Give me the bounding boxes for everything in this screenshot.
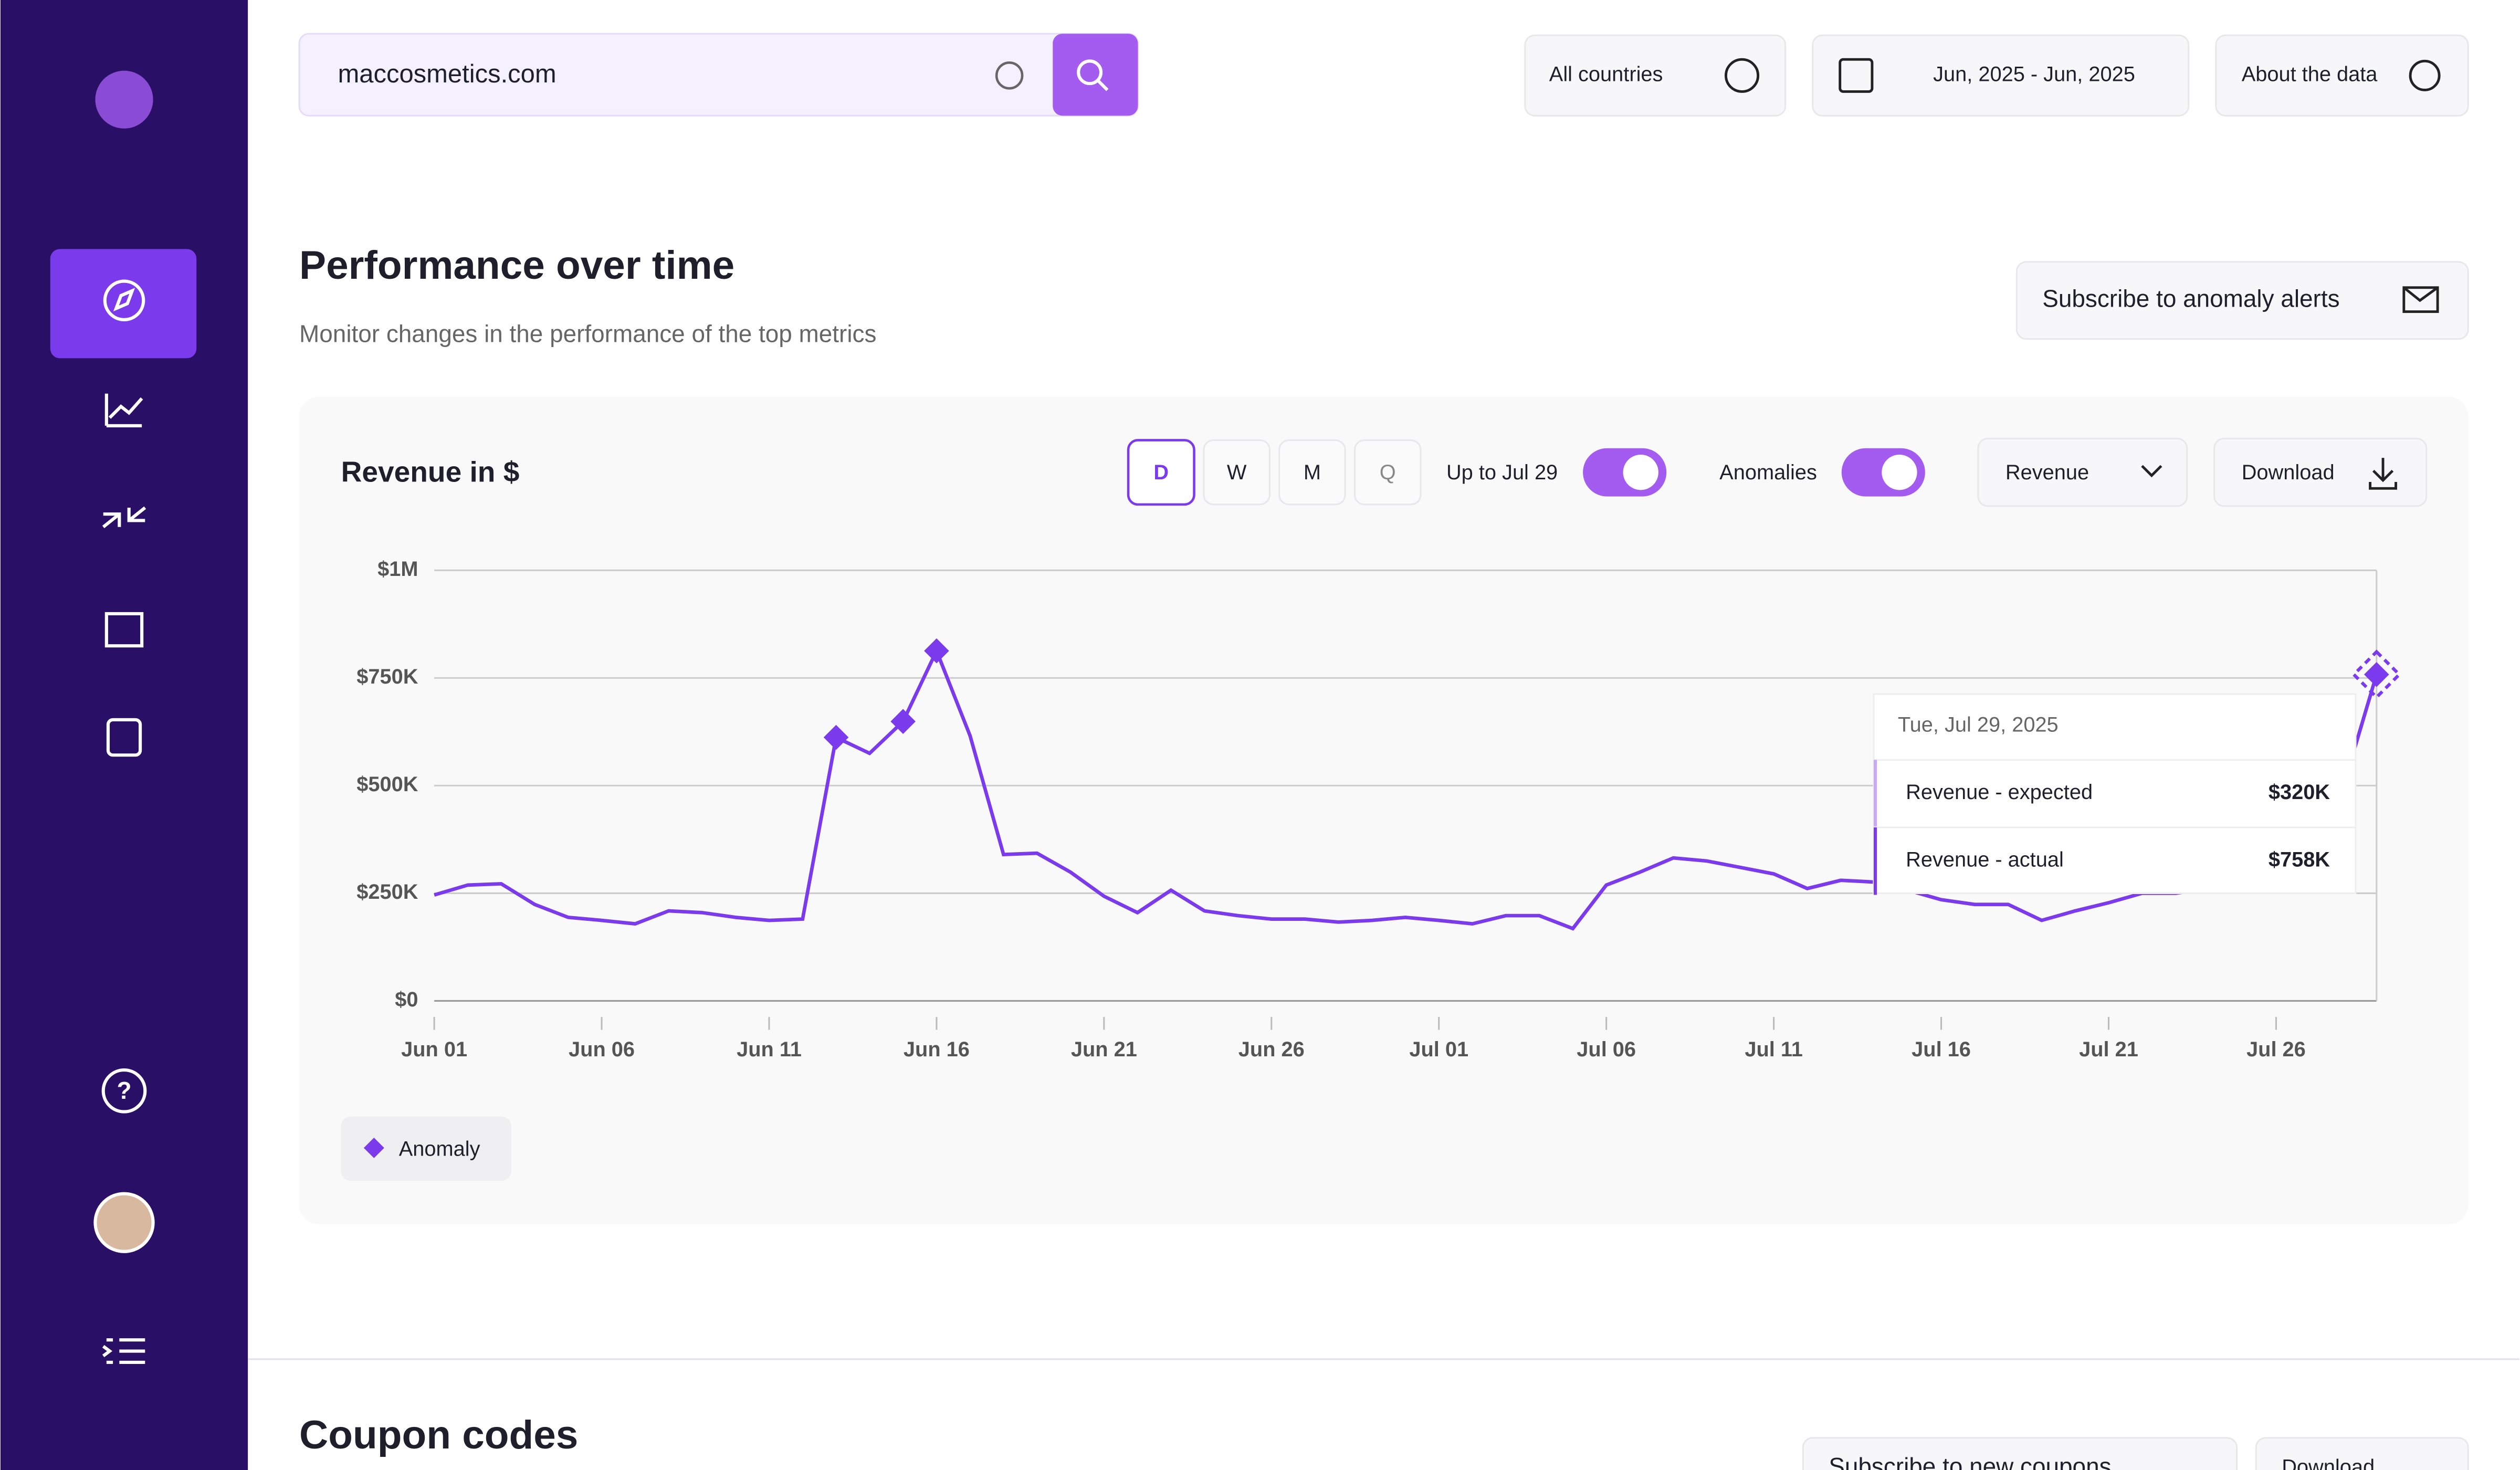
nav-products[interactable] <box>104 612 144 648</box>
section-title: Performance over time <box>299 243 734 288</box>
granularity-button[interactable] <box>1354 439 1422 506</box>
tooltip-row-value: $320K <box>2269 781 2330 804</box>
coupon-download-label: Download <box>2282 1455 2375 1470</box>
x-tick-label: Jun 21 <box>1071 1038 1137 1061</box>
x-tick-label: Jul 01 <box>1409 1038 1468 1061</box>
revenue-line <box>434 646 2379 931</box>
countries-label: All countries <box>1549 62 1663 86</box>
coupon-download-button[interactable] <box>2255 1437 2469 1470</box>
sidebar: ? <box>0 0 248 1470</box>
tooltip-row-label: Revenue - actual <box>1906 848 2064 872</box>
x-tick-label: Jun 11 <box>737 1038 802 1061</box>
y-tick-label: $0 <box>395 988 418 1011</box>
date-button[interactable] <box>1812 34 2190 117</box>
nav-compare[interactable] <box>102 506 146 529</box>
subscribe-button[interactable] <box>2015 261 2469 340</box>
countries-button[interactable] <box>1524 34 1787 117</box>
tooltip-title: Tue, Jul 29, 2025 <box>1898 713 2059 737</box>
legend <box>341 1116 511 1181</box>
tooltip-row-label: Revenue - expected <box>1906 781 2093 804</box>
chart-card <box>299 396 2469 1224</box>
anomaly-marker <box>924 638 949 664</box>
granularity-label: M <box>1304 461 1321 484</box>
anomalies-label: Anomalies <box>1719 461 1817 484</box>
x-tick-label: Jul 06 <box>1577 1038 1636 1061</box>
y-tick-label: $500K <box>356 773 418 796</box>
granularity-button[interactable] <box>1278 439 1346 506</box>
x-tick-label: Jul 26 <box>2246 1038 2306 1061</box>
metric-select[interactable] <box>1977 437 2188 507</box>
granularity-button[interactable] <box>1127 439 1195 506</box>
nav-collapse[interactable] <box>102 1338 145 1364</box>
coupon-subscribe-button[interactable] <box>1802 1437 2238 1470</box>
x-tick-label: Jun 01 <box>401 1038 467 1061</box>
anomaly-marker <box>890 709 916 734</box>
x-tick-label: Jul 11 <box>1745 1038 1803 1061</box>
tooltip: Tue, Jul 29, 2025 Revenue - expected $320K… <box>1873 693 2357 895</box>
granularity-label: D <box>1153 461 1169 484</box>
granularity-button[interactable] <box>1203 439 1270 506</box>
y-tick-label: $1M <box>377 558 418 581</box>
plot: $0 $250K $500K $750K $1M Jun 01 Jun 06 Jun 11 Ju… <box>356 558 2402 1061</box>
y-tick-label: $750K <box>356 665 418 688</box>
avatar[interactable] <box>93 1192 155 1253</box>
nav-reports[interactable] <box>106 718 142 757</box>
svg-text:?: ? <box>117 1077 131 1104</box>
search-button[interactable] <box>1053 34 1138 116</box>
legend-label: Anomaly <box>399 1138 480 1161</box>
x-tick-label: Jun 26 <box>1238 1038 1305 1061</box>
up-to-label: Up to Jul 29 <box>1446 461 1558 484</box>
metric-label: Revenue <box>2006 461 2089 484</box>
date-range: Jun, 2025 - Jun, 2025 <box>1933 62 2135 86</box>
anomaly-marker <box>2364 662 2389 687</box>
x-tick-label: Jul 16 <box>1912 1038 1971 1061</box>
x-tick-label: Jun 16 <box>904 1038 970 1061</box>
tooltip-row-value: $758K <box>2269 848 2330 872</box>
nav-trends[interactable] <box>104 393 143 427</box>
section-subtitle: Monitor changes in the performance of th… <box>299 320 876 348</box>
coupon-subscribe-label: Subscribe to new coupons <box>1829 1453 2111 1470</box>
search-query: maccosmetics.com <box>338 60 556 88</box>
search: maccosmetics.com <box>298 33 1139 117</box>
about-button[interactable] <box>2215 34 2469 117</box>
y-tick-label: $250K <box>356 880 418 904</box>
about-label: About the data <box>2242 62 2378 86</box>
subscribe-label: Subscribe to anomaly alerts <box>2042 285 2339 312</box>
nav-help[interactable] <box>101 1068 147 1114</box>
granularity-label: W <box>1227 461 1247 484</box>
chart-title: Revenue in $ <box>341 455 520 488</box>
x-tick-label: Jun 06 <box>569 1038 635 1061</box>
download-label: Download <box>2242 461 2335 484</box>
tooltip-box <box>1873 693 2357 894</box>
granularity-label: Q <box>1380 461 1396 484</box>
next-section-title: Coupon codes <box>299 1413 578 1457</box>
x-tick-label: Jul 21 <box>2079 1038 2138 1061</box>
anomaly-halo <box>2351 649 2402 700</box>
